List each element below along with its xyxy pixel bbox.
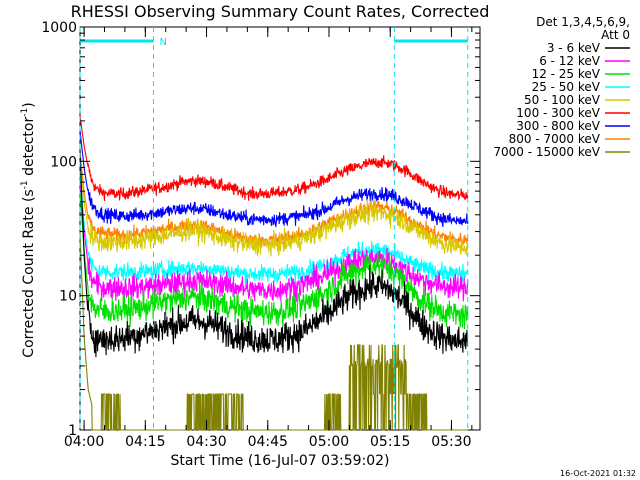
night-flag-label: N — [160, 37, 167, 48]
y-tick-label: 100 — [50, 154, 77, 170]
data-layer — [79, 115, 469, 431]
legend-header-line-1: Det 1,3,4,5,6,9, — [536, 15, 630, 29]
y-axis-label: Corrected Count Rate (s-1 detector-1) — [20, 102, 37, 357]
x-tick-label: 05:00 — [309, 434, 349, 450]
x-tick-label: 04:45 — [248, 434, 288, 450]
legend-label: 6 - 12 keV — [539, 54, 601, 68]
legend-label: 7000 - 15000 keV — [493, 145, 600, 159]
x-tick-label: 04:00 — [64, 434, 104, 450]
series-line — [79, 115, 469, 202]
legend-label: 100 - 300 keV — [516, 106, 600, 120]
y-tick-label: 1000 — [41, 20, 77, 36]
x-tick-label: 04:15 — [125, 434, 165, 450]
series-line — [79, 174, 469, 286]
series-line — [79, 161, 469, 257]
footer-timestamp: 16-Oct-2021 01:32 — [560, 469, 636, 478]
y-tick-label: 1 — [68, 423, 77, 439]
x-tick-label: 05:30 — [431, 434, 471, 450]
axis-layer: 1 10 100 1000 04:00 04:15 04:30 04:45 05:00 05:15… — [41, 20, 480, 450]
series-line — [79, 231, 468, 431]
x-axis-label: Start Time (16-Jul-07 03:59:02) — [170, 453, 389, 469]
x-tick-label: 05:15 — [370, 434, 410, 450]
series-line — [79, 191, 469, 330]
legend-label: 12 - 25 keV — [532, 67, 601, 81]
legend-label: 25 - 50 keV — [532, 80, 601, 94]
series-line — [79, 130, 469, 229]
series-line — [79, 150, 468, 358]
flag-layer: N — [79, 27, 469, 430]
chart-title: RHESSI Observing Summary Count Rates, Co… — [71, 2, 490, 21]
y-tick-label: 10 — [59, 289, 77, 305]
legend-label: 3 - 6 keV — [547, 41, 601, 55]
legend-label: 800 - 7000 keV — [509, 132, 601, 146]
legend-label: 300 - 800 keV — [516, 119, 600, 133]
x-tick-label: 04:30 — [186, 434, 226, 450]
legend-label: 50 - 100 keV — [524, 93, 601, 107]
series-line — [79, 182, 469, 302]
legend-header-line-2: Att 0 — [601, 28, 630, 42]
